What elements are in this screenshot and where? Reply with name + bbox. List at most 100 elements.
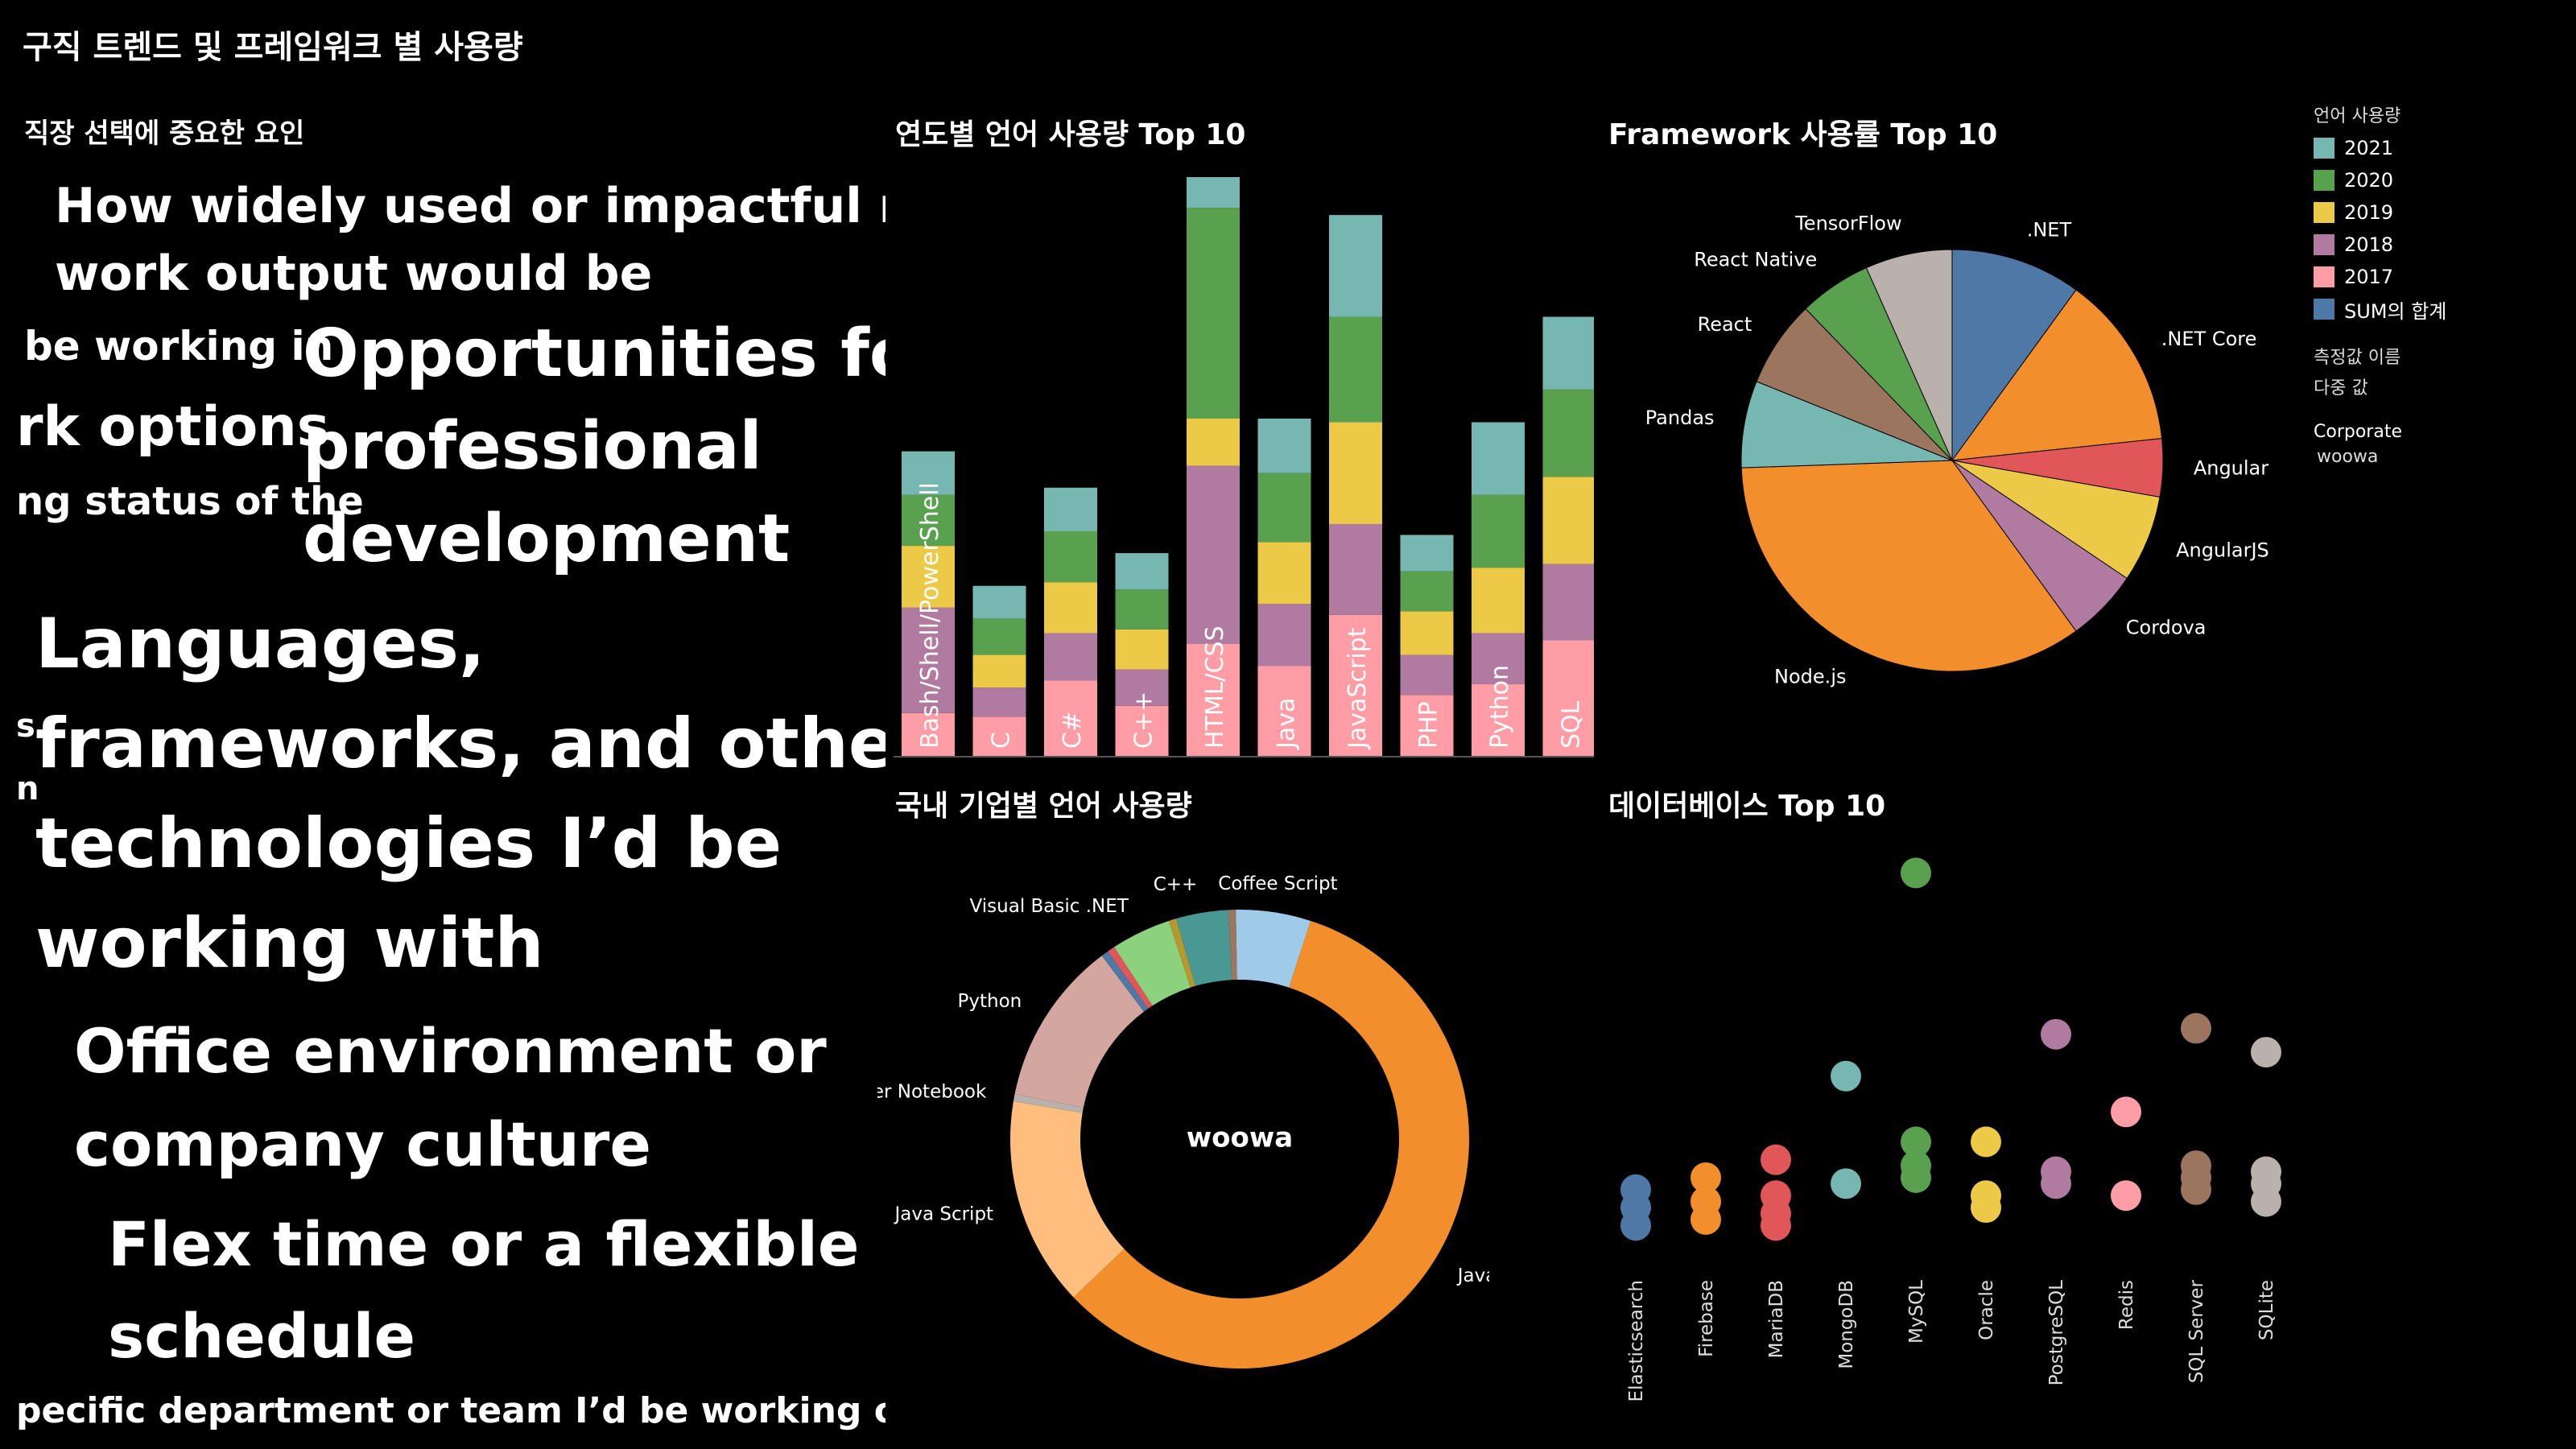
bar-segment bbox=[1187, 644, 1240, 757]
x-tick-label: SQLite bbox=[2256, 1280, 2277, 1340]
word-cloud-word: Languages, bbox=[35, 604, 485, 684]
bar-segment bbox=[1329, 614, 1382, 757]
data-point bbox=[2041, 1168, 2071, 1199]
bar-segment bbox=[1542, 640, 1594, 757]
x-tick-label: Redis bbox=[2116, 1280, 2137, 1330]
legend-item[interactable]: 2019 bbox=[2314, 196, 2446, 229]
bar-segment bbox=[1542, 389, 1594, 477]
x-tick-label: MySQL bbox=[1906, 1280, 1927, 1344]
pie-slice bbox=[1740, 460, 2077, 672]
pie-slice bbox=[1013, 1093, 1084, 1113]
bar-segment bbox=[1329, 422, 1382, 524]
data-point bbox=[1901, 1162, 1931, 1193]
page-title: 구직 트렌드 및 프레임워크 별 사용량 bbox=[23, 29, 523, 66]
bar-segment bbox=[1115, 589, 1169, 630]
bar-segment bbox=[1044, 582, 1097, 634]
corporate-filter-title: Corporate bbox=[2314, 422, 2402, 442]
database-chart-title: 데이터베이스 Top 10 bbox=[1608, 790, 1886, 823]
pie-slice bbox=[1951, 249, 2077, 462]
bar-category-label: C bbox=[988, 732, 1016, 749]
bar-segment bbox=[1329, 316, 1382, 423]
donut-chart-title: 국내 기업별 언어 사용량 bbox=[895, 790, 1192, 823]
bar-segment bbox=[1187, 419, 1240, 466]
bar-segment bbox=[1329, 523, 1382, 615]
data-point bbox=[2181, 1013, 2211, 1044]
pie-slice bbox=[1228, 910, 1237, 980]
word-cloud-word: rk options bbox=[16, 395, 330, 459]
bar-segment bbox=[972, 654, 1026, 688]
data-point bbox=[2251, 1186, 2281, 1217]
data-point bbox=[1901, 857, 1931, 889]
pie-slice bbox=[1865, 249, 1953, 461]
x-tick-label: Oracle bbox=[1976, 1280, 1997, 1340]
legend-label: 2018 bbox=[2344, 233, 2394, 256]
slice-label: C++ bbox=[1154, 874, 1198, 895]
word-cloud-word: frameworks, and other bbox=[35, 704, 886, 784]
slice-label: Angular bbox=[2194, 456, 2268, 479]
pie-slice bbox=[1175, 910, 1232, 986]
bar-segment bbox=[1257, 542, 1311, 605]
bar-segment bbox=[1115, 705, 1169, 757]
legend-swatch bbox=[2314, 170, 2334, 191]
bar-segment bbox=[1542, 477, 1594, 564]
data-point bbox=[1831, 1168, 1861, 1199]
word-cloud-word: pecific department or team I’d be workin… bbox=[16, 1390, 886, 1431]
bar-segment bbox=[972, 585, 1026, 619]
bar-category-label: SQL bbox=[1558, 700, 1586, 749]
bar-segment bbox=[1115, 553, 1169, 590]
slice-label: Java bbox=[1456, 1265, 1489, 1286]
legend-item[interactable]: 2021 bbox=[2314, 132, 2446, 164]
corporate-filter-value[interactable]: woowa bbox=[2317, 447, 2379, 467]
slice-label: Cordova bbox=[2126, 616, 2207, 638]
data-point bbox=[1690, 1203, 1721, 1235]
pie-slice bbox=[1108, 947, 1153, 1009]
bar-segment bbox=[1472, 683, 1525, 757]
data-point bbox=[2111, 1180, 2141, 1212]
bar-segment bbox=[902, 712, 955, 757]
slice-label: React Native bbox=[1694, 248, 1817, 270]
bar-segment bbox=[1542, 564, 1594, 641]
legend-label: 2020 bbox=[2344, 169, 2394, 192]
data-point bbox=[1690, 1162, 1721, 1193]
slice-label: .NET bbox=[2027, 219, 2072, 242]
language-bar-chart: Bash/Shell/PowerShell C C# C++ HTML/CSS Java J… bbox=[894, 177, 1594, 758]
slice-label: Java Script bbox=[893, 1203, 993, 1224]
data-point bbox=[2111, 1096, 2141, 1128]
word-cloud-word: development bbox=[303, 501, 791, 577]
bar-segment bbox=[902, 607, 955, 713]
slice-label: .NET Core bbox=[2161, 328, 2257, 350]
bar-segment bbox=[1257, 604, 1311, 667]
bar-segment bbox=[1115, 669, 1169, 706]
bar-segment bbox=[1400, 611, 1454, 655]
bar-segment bbox=[1044, 680, 1097, 757]
x-tick-label: Elasticsearch bbox=[1626, 1280, 1647, 1402]
bar-category-label: C# bbox=[1059, 712, 1087, 749]
slice-label: Coffee Script bbox=[1218, 873, 1337, 894]
word-cloud-word: professional bbox=[303, 408, 762, 485]
legend-item[interactable]: SUM의 합계 bbox=[2314, 293, 2446, 325]
bar-segment bbox=[1187, 465, 1240, 644]
bar-segment bbox=[902, 546, 955, 608]
bar-segment bbox=[1329, 215, 1382, 317]
bar-segment bbox=[1115, 629, 1169, 670]
word-cloud-word: company culture bbox=[74, 1108, 651, 1180]
word-cloud: How widely used or impactful my work out… bbox=[0, 161, 886, 1449]
slice-label: TensorFlow bbox=[1794, 213, 1901, 235]
bar-category-label: HTML/CSS bbox=[1201, 625, 1229, 749]
legend: 언어 사용량 2021 2020 2019 2018 2017 SUM의 합계 측정값 이… bbox=[2314, 101, 2446, 472]
legend-swatch bbox=[2314, 299, 2334, 320]
legend-swatch bbox=[2314, 138, 2334, 159]
data-point bbox=[1971, 1192, 2001, 1224]
data-point bbox=[2251, 1037, 2281, 1068]
bar-category-label: Python bbox=[1486, 665, 1514, 749]
data-point bbox=[1971, 1126, 2001, 1158]
legend-item[interactable]: 2018 bbox=[2314, 229, 2446, 261]
word-cloud-word: s bbox=[16, 708, 35, 745]
slice-label: Visual Basic .NET bbox=[970, 896, 1129, 917]
slice-label: Pandas bbox=[1645, 407, 1715, 429]
bar-segment bbox=[972, 687, 1026, 717]
x-tick-label: MariaDB bbox=[1766, 1280, 1787, 1358]
legend-item[interactable]: 2017 bbox=[2314, 261, 2446, 293]
legend-item[interactable]: 2020 bbox=[2314, 164, 2446, 196]
bar-segment bbox=[1400, 654, 1454, 696]
